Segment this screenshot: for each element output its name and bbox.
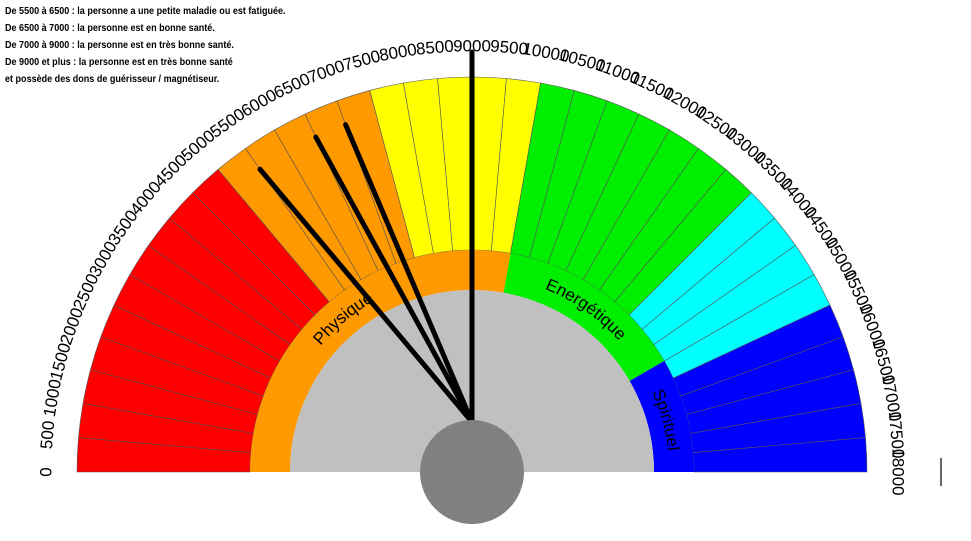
needle-hub xyxy=(420,420,524,524)
legend-line-3: De 7000 à 9000 : la personne est en très… xyxy=(5,39,234,51)
scale-segments xyxy=(76,76,868,473)
inner-band-1 xyxy=(503,253,665,381)
tick-label: 9500 xyxy=(489,36,528,58)
tick-label: 8000 xyxy=(378,40,419,65)
needles xyxy=(257,49,475,425)
inner-band-2 xyxy=(629,361,694,472)
tick-label: 17500 xyxy=(885,410,908,459)
tick-label: 9000 xyxy=(453,36,491,55)
legend-line-4: De 9000 et plus : la personne est en trè… xyxy=(5,56,233,68)
inner-band-0 xyxy=(250,249,511,472)
tick-label: 1000 xyxy=(40,378,65,419)
legend-line-2: De 6500 à 7000 : la personne est en bonn… xyxy=(5,22,215,34)
legend-line-5: et possède des dons de guérisseur / magn… xyxy=(5,73,220,85)
legend: De 5500 à 6500 : la personne a une petit… xyxy=(5,3,286,88)
tick-label: 0 xyxy=(36,467,55,476)
tick-label: 1500 xyxy=(46,341,74,382)
needle xyxy=(343,122,475,425)
tick-label: 18000 xyxy=(889,448,908,495)
legend-line-1: De 5500 à 6500 : la personne a une petit… xyxy=(5,5,286,17)
inner-bands xyxy=(250,249,694,472)
needle xyxy=(313,134,475,425)
tick-label: 500 xyxy=(37,420,58,450)
tick-label: 8500 xyxy=(415,36,454,58)
needle xyxy=(257,166,475,425)
tick-label: 7500 xyxy=(341,46,382,74)
tick-label: 7000 xyxy=(305,56,347,87)
